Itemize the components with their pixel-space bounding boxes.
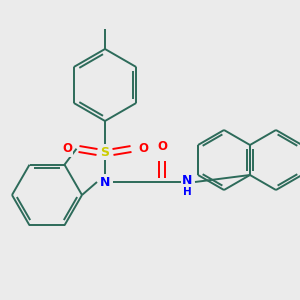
Text: N: N: [182, 173, 192, 187]
Text: O: O: [138, 142, 148, 155]
Text: O: O: [157, 140, 167, 154]
Text: N: N: [100, 176, 110, 188]
Text: O: O: [62, 142, 72, 155]
Text: S: S: [100, 146, 109, 158]
Text: H: H: [183, 187, 191, 197]
